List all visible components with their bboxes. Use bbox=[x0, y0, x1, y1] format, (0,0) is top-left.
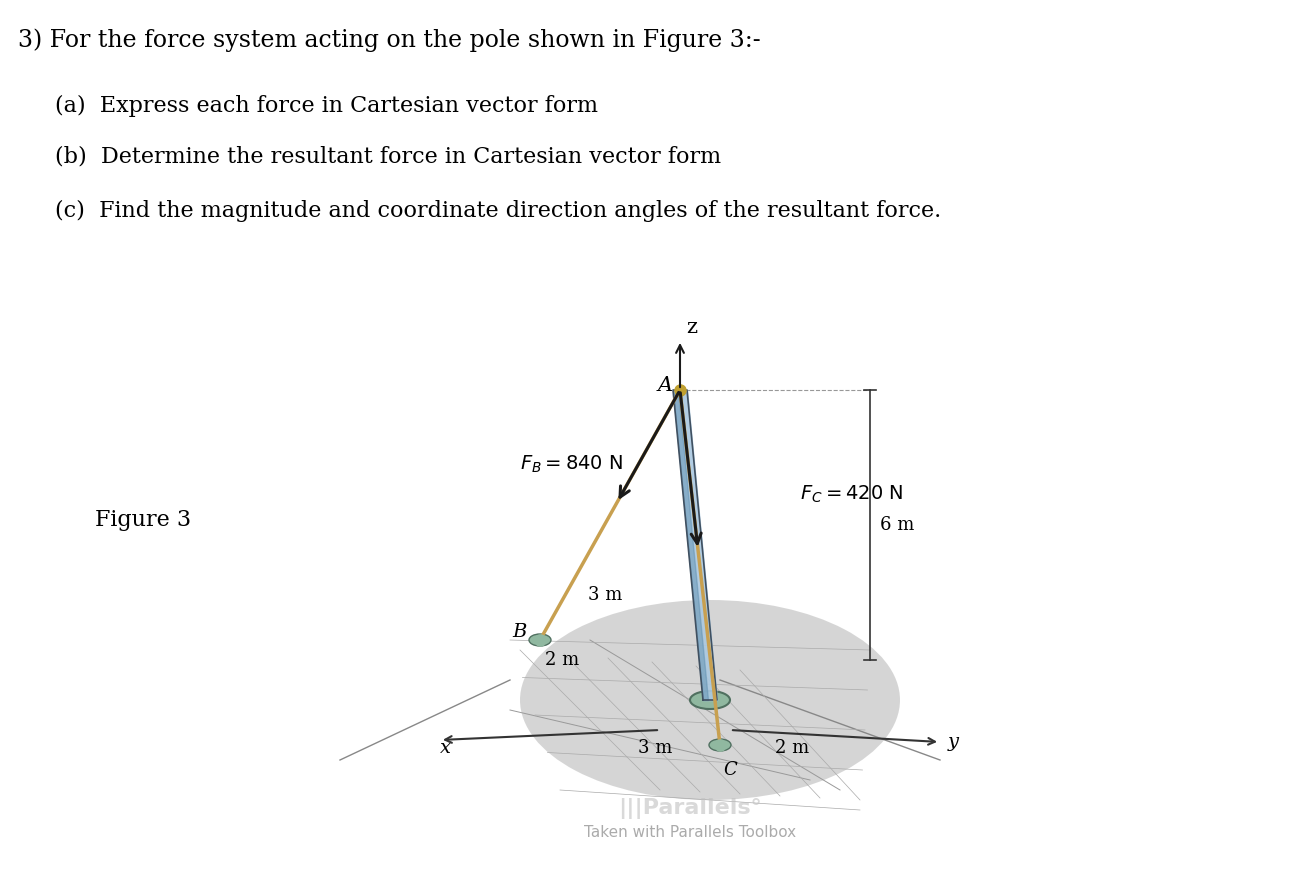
Text: 6 m: 6 m bbox=[880, 516, 915, 534]
Text: 3) For the force system acting on the pole shown in Figure 3:-: 3) For the force system acting on the po… bbox=[18, 28, 761, 52]
Text: 3 m: 3 m bbox=[587, 586, 623, 604]
Ellipse shape bbox=[710, 739, 731, 751]
Text: z: z bbox=[686, 318, 696, 337]
Ellipse shape bbox=[690, 691, 731, 709]
Text: (b)  Determine the resultant force in Cartesian vector form: (b) Determine the resultant force in Car… bbox=[55, 145, 721, 167]
Text: 2 m: 2 m bbox=[545, 651, 579, 669]
Text: 2 m: 2 m bbox=[775, 739, 809, 757]
Text: C: C bbox=[723, 761, 737, 779]
Text: A: A bbox=[658, 376, 673, 394]
Ellipse shape bbox=[520, 600, 900, 800]
Ellipse shape bbox=[530, 634, 551, 646]
Text: $F_C = 420\ \mathrm{N}$: $F_C = 420\ \mathrm{N}$ bbox=[800, 484, 904, 505]
Text: (c)  Find the magnitude and coordinate direction angles of the resultant force.: (c) Find the magnitude and coordinate di… bbox=[55, 200, 941, 222]
Text: x: x bbox=[440, 739, 451, 757]
Text: y: y bbox=[947, 733, 959, 751]
Text: 3 m: 3 m bbox=[639, 739, 673, 757]
Text: $F_B = 840\ \mathrm{N}$: $F_B = 840\ \mathrm{N}$ bbox=[520, 454, 623, 475]
Text: (a)  Express each force in Cartesian vector form: (a) Express each force in Cartesian vect… bbox=[55, 95, 598, 117]
Text: Figure 3: Figure 3 bbox=[95, 509, 191, 531]
Text: |||Parallels°: |||Parallels° bbox=[618, 797, 762, 818]
Text: B: B bbox=[512, 623, 527, 641]
Text: Taken with Parallels Toolbox: Taken with Parallels Toolbox bbox=[583, 825, 796, 840]
